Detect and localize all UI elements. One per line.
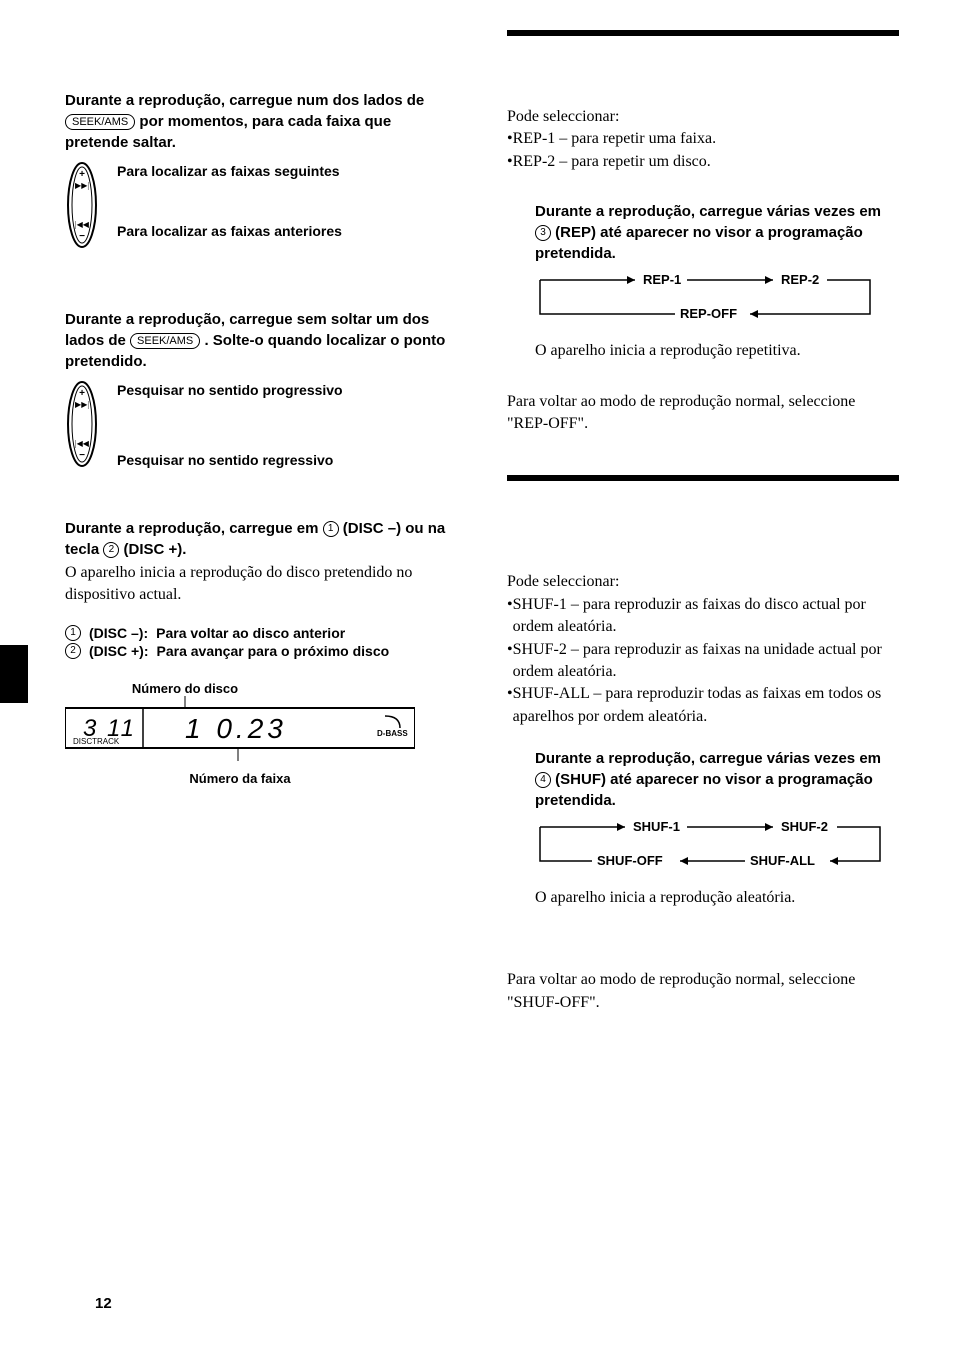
svg-text:+: + xyxy=(79,169,85,180)
text: SHUF-1 – para reproduzir as faixas do di… xyxy=(513,594,899,639)
shuf-flow-diagram: SHUF-1 SHUF-2 SHUF-ALL SHUF-OFF xyxy=(535,819,899,875)
shuffle-instruction-block: Durante a reprodução, carregue várias ve… xyxy=(507,748,899,909)
svg-text:1 0.23: 1 0.23 xyxy=(185,713,287,744)
instruction-1: Durante a reprodução, carregue num dos l… xyxy=(65,90,457,153)
list-item: •REP-1 – para repetir uma faixa. xyxy=(507,128,899,150)
svg-text:D-BASS: D-BASS xyxy=(377,729,408,738)
disc-number-label: Número do disco xyxy=(105,681,265,696)
section-shuffle: Pode seleccionar: •SHUF-1 – para reprodu… xyxy=(507,571,899,1014)
svg-text:▶▶|: ▶▶| xyxy=(75,181,89,190)
svg-text:|◀◀: |◀◀ xyxy=(75,220,90,229)
text: (SHUF) até aparecer no visor a programaç… xyxy=(535,771,873,809)
circled-2: 2 xyxy=(103,542,119,558)
disc-minus-label: (DISC –): xyxy=(89,625,148,641)
seek-ams-pill: SEEK/AMS xyxy=(65,114,135,130)
page-content: Durante a reprodução, carregue num dos l… xyxy=(0,0,954,1054)
instruction-3: Durante a reprodução, carregue em 1 (DIS… xyxy=(65,518,457,560)
text: REP-1 – para repetir uma faixa. xyxy=(513,130,716,147)
disc-plus-row: 2 (DISC +): Para avançar para o próximo … xyxy=(65,643,457,659)
text: SHUF-ALL – para reproduzir todas as faix… xyxy=(513,683,899,728)
text: (REP) até aparecer no visor a programaçã… xyxy=(535,224,863,262)
circled-1: 1 xyxy=(323,521,339,537)
instruction-repeat: Durante a reprodução, carregue várias ve… xyxy=(535,201,899,264)
disc-buttons-list: 1 (DISC –): Para voltar ao disco anterio… xyxy=(65,625,457,659)
section-change-disc: Durante a reprodução, carregue em 1 (DIS… xyxy=(65,518,457,786)
lcd-display-figure: Número do disco DISCTRACK 3 11 1 0.23 D-… xyxy=(65,681,457,786)
list-item: •SHUF-ALL – para reproduzir todas as fai… xyxy=(507,683,899,728)
rocker-icon: + ▶▶| |◀◀ − xyxy=(65,380,99,468)
rocker-labels: Pesquisar no sentido progressivo Pesquis… xyxy=(117,380,457,468)
text: Durante a reprodução, carregue em xyxy=(65,520,323,537)
list-item: •SHUF-1 – para reproduzir as faixas do d… xyxy=(507,594,899,639)
text: Durante a reprodução, carregue várias ve… xyxy=(535,750,881,767)
svg-text:REP-OFF: REP-OFF xyxy=(680,306,737,321)
svg-text:SHUF-ALL: SHUF-ALL xyxy=(750,853,815,868)
label-search-fwd: Pesquisar no sentido progressivo xyxy=(117,380,457,398)
after-text: O aparelho inicia a reprodução repetitiv… xyxy=(535,340,899,362)
lcd-display-icon: DISCTRACK 3 11 1 0.23 D-BASS xyxy=(65,696,415,766)
svg-text:SHUF-OFF: SHUF-OFF xyxy=(597,853,663,868)
rocker-labels: Para localizar as faixas seguintes Para … xyxy=(117,161,457,239)
seek-ams-pill: SEEK/AMS xyxy=(130,333,200,349)
disc-plus-label: (DISC +): xyxy=(89,643,149,659)
svg-text:SHUF-2: SHUF-2 xyxy=(781,819,828,834)
circled-1: 1 xyxy=(65,625,81,641)
normal-mode-text: Para voltar ao modo de reprodução normal… xyxy=(507,391,899,436)
section-repeat: Pode seleccionar: •REP-1 – para repetir … xyxy=(507,106,899,435)
label-search-rev: Pesquisar no sentido regressivo xyxy=(117,450,457,468)
normal-mode-text: Para voltar ao modo de reprodução normal… xyxy=(507,969,899,1014)
svg-text:|◀◀: |◀◀ xyxy=(75,439,90,448)
svg-text:REP-2: REP-2 xyxy=(781,272,819,287)
disc-minus-row: 1 (DISC –): Para voltar ao disco anterio… xyxy=(65,625,457,641)
track-number-label: Número da faixa xyxy=(150,771,330,786)
side-tab xyxy=(0,645,28,703)
rep-flow-diagram: REP-1 REP-2 REP-OFF xyxy=(535,272,899,328)
circled-4: 4 xyxy=(535,772,551,788)
text: REP-2 – para repetir um disco. xyxy=(513,153,711,170)
rocker-icon: + ▶▶| |◀◀ − xyxy=(65,161,99,249)
text: Durante a reprodução, carregue várias ve… xyxy=(535,203,881,220)
instruction-2: Durante a reprodução, carregue sem solta… xyxy=(65,309,457,372)
text: Durante a reprodução, carregue num dos l… xyxy=(65,92,424,109)
divider-thick xyxy=(507,475,899,481)
disc-plus-text: Para avançar para o próximo disco xyxy=(157,643,458,659)
left-column: Durante a reprodução, carregue num dos l… xyxy=(65,30,457,1014)
rocker-row-1: + ▶▶| |◀◀ − Para localizar as faixas seg… xyxy=(65,161,457,249)
svg-text:3 11: 3 11 xyxy=(83,715,136,742)
text: (DISC +). xyxy=(124,541,187,558)
instruction-shuffle: Durante a reprodução, carregue várias ve… xyxy=(535,748,899,811)
body-text: O aparelho inicia a reprodução do disco … xyxy=(65,562,457,607)
list-item: •SHUF-2 – para reproduzir as faixas na u… xyxy=(507,639,899,684)
right-column: Pode seleccionar: •REP-1 – para repetir … xyxy=(507,30,899,1014)
section-locate-point: Durante a reprodução, carregue sem solta… xyxy=(65,309,457,468)
svg-text:+: + xyxy=(79,388,85,399)
shuffle-options-list: •SHUF-1 – para reproduzir as faixas do d… xyxy=(507,594,899,728)
label-prev-tracks: Para localizar as faixas anteriores xyxy=(117,221,457,239)
rocker-row-2: + ▶▶| |◀◀ − Pesquisar no sentido progres… xyxy=(65,380,457,468)
after-text: O aparelho inicia a reprodução aleatória… xyxy=(535,887,899,909)
list-item: •REP-2 – para repetir um disco. xyxy=(507,151,899,173)
circled-3: 3 xyxy=(535,225,551,241)
label-next-tracks: Para localizar as faixas seguintes xyxy=(117,161,457,179)
svg-text:▶▶|: ▶▶| xyxy=(75,400,89,409)
repeat-instruction-block: Durante a reprodução, carregue várias ve… xyxy=(507,201,899,362)
intro-text: Pode seleccionar: xyxy=(507,106,899,128)
svg-text:SHUF-1: SHUF-1 xyxy=(633,819,680,834)
divider-thick xyxy=(507,30,899,36)
svg-text:−: − xyxy=(79,450,85,461)
text: SHUF-2 – para reproduzir as faixas na un… xyxy=(513,639,899,684)
page-number: 12 xyxy=(95,1295,112,1312)
repeat-options-list: •REP-1 – para repetir uma faixa. •REP-2 … xyxy=(507,128,899,173)
svg-text:REP-1: REP-1 xyxy=(643,272,681,287)
section-locate-track: Durante a reprodução, carregue num dos l… xyxy=(65,90,457,249)
svg-text:−: − xyxy=(79,231,85,242)
disc-minus-text: Para voltar ao disco anterior xyxy=(156,625,457,641)
circled-2: 2 xyxy=(65,643,81,659)
intro-text: Pode seleccionar: xyxy=(507,571,899,593)
